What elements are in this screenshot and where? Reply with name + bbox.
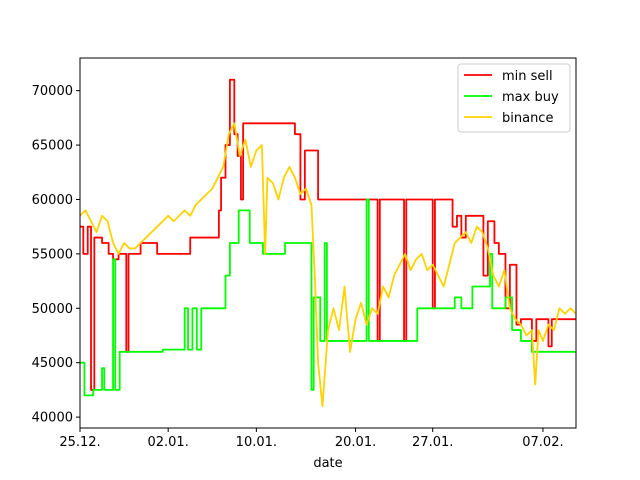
y-tick-label: 45000 — [32, 356, 73, 371]
legend-label-max-buy: max buy — [502, 90, 559, 105]
series-line-binance — [79, 122, 577, 408]
y-tick-label: 60000 — [32, 193, 73, 208]
y-tick-label: 40000 — [32, 411, 73, 426]
x-axis-title: date — [313, 456, 342, 471]
x-tick-label: 27.01. — [412, 435, 453, 450]
legend-box — [457, 63, 571, 133]
x-tick-label: 25.12. — [59, 435, 100, 450]
y-tick-label: 55000 — [32, 247, 73, 262]
x-tick-label: 20.01. — [335, 435, 376, 450]
series-layer — [79, 78, 577, 408]
y-tick-label: 65000 — [32, 139, 73, 154]
axes-layer — [79, 57, 577, 429]
legend-label-binance: binance — [502, 111, 553, 126]
x-tick-label: 07.02. — [522, 435, 563, 450]
x-axis-ticks: 25.12. 02.01. 10.01. 20.01. 27.01. 07.02. — [59, 428, 564, 450]
y-axis-ticks: 40000 45000 50000 55000 60000 65000 70000 — [32, 84, 80, 426]
legend-label-min-sell: min sell — [502, 69, 553, 84]
series-line-max-buy — [80, 198, 576, 397]
legend: min sell max buy binance — [457, 63, 571, 133]
x-tick-label: 02.01. — [147, 435, 188, 450]
plot-frame — [79, 57, 577, 429]
y-tick-label: 50000 — [32, 302, 73, 317]
x-tick-label: 10.01. — [236, 435, 277, 450]
y-tick-label: 70000 — [32, 84, 73, 99]
